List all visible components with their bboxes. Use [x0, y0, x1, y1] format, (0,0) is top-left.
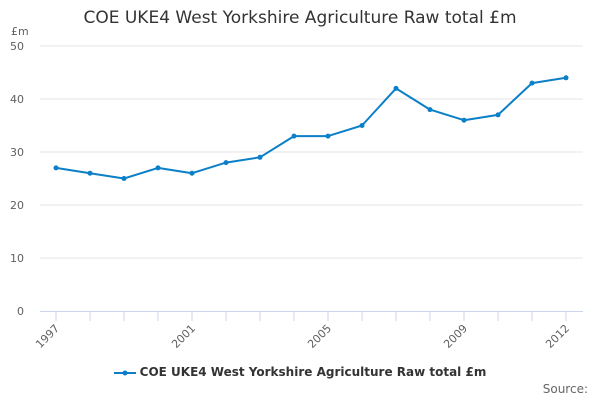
data-point — [121, 176, 127, 181]
data-point — [563, 75, 569, 81]
y-axis-label: £m — [11, 25, 29, 38]
x-tick-label: 2001 — [169, 322, 198, 351]
y-tick-label: 10 — [10, 252, 24, 265]
x-tick-label: 2012 — [543, 322, 572, 351]
y-tick-label: 30 — [10, 146, 24, 159]
legend-line-marker-icon — [113, 370, 136, 375]
x-tick-label: 2005 — [305, 322, 334, 351]
y-tick-label: 0 — [17, 305, 24, 318]
data-point — [393, 85, 399, 91]
x-tick-label: 1997 — [33, 322, 62, 351]
y-tick-label: 20 — [10, 199, 24, 212]
data-point — [495, 112, 501, 118]
data-point — [223, 160, 229, 166]
legend-label: COE UKE4 West Yorkshire Agriculture Raw … — [139, 365, 487, 379]
data-point — [189, 170, 195, 176]
data-point — [427, 107, 433, 113]
data-point — [87, 170, 93, 176]
chart-title: COE UKE4 West Yorkshire Agriculture Raw … — [83, 8, 517, 28]
line-chart: 0 10 20 30 40 50 1997 2001 2005 2009 2012 — [10, 40, 583, 351]
series-line — [55, 76, 567, 180]
x-tick-label: 2009 — [441, 322, 470, 351]
data-point — [257, 154, 263, 160]
legend[interactable]: COE UKE4 West Yorkshire Agriculture Raw … — [0, 365, 600, 379]
data-point — [53, 165, 59, 171]
data-point — [155, 165, 161, 171]
data-point — [529, 80, 535, 86]
y-tick-label: 40 — [10, 93, 24, 106]
source-label: Source: — [542, 382, 588, 396]
data-point — [461, 117, 467, 123]
data-point — [291, 133, 297, 139]
y-tick-label: 50 — [10, 40, 24, 53]
data-point — [325, 133, 331, 139]
data-point — [359, 123, 365, 128]
